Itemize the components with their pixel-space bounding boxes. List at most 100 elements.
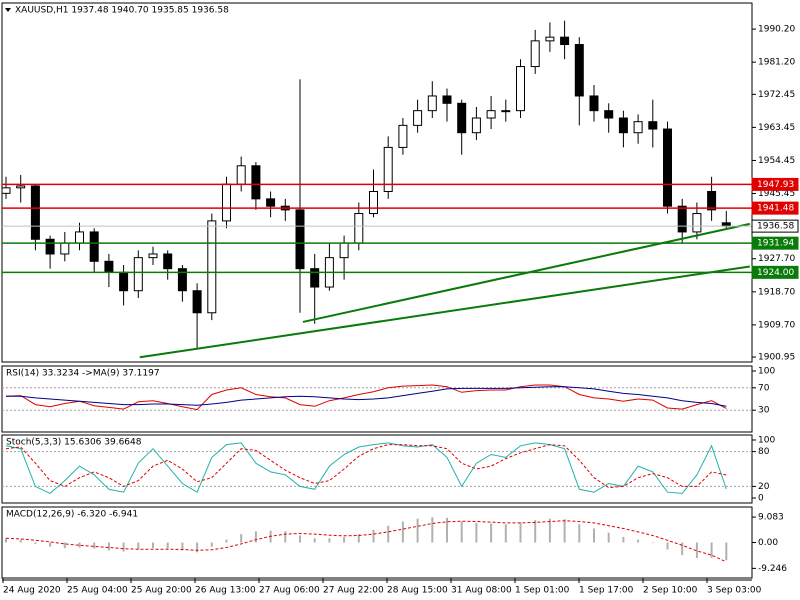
candle-body <box>310 268 320 288</box>
candle-body <box>457 102 467 134</box>
y-tick-label: 1981.20 <box>758 58 795 68</box>
histogram-bar <box>651 542 654 543</box>
panel <box>1 2 753 363</box>
candle-body <box>148 253 158 259</box>
candle-body <box>75 231 84 244</box>
y-tick-label: 80 <box>758 447 770 457</box>
y-tick-label: 1972.45 <box>758 90 795 100</box>
candle-body <box>266 198 276 207</box>
histogram-bar <box>475 522 478 543</box>
level-box <box>751 201 799 215</box>
histogram-bar <box>681 542 684 556</box>
y-tick-label: 0 <box>758 494 764 504</box>
y-tick-label: 1945.45 <box>758 189 795 199</box>
histogram-bar <box>695 542 698 558</box>
candle-body <box>177 268 187 292</box>
level-box <box>751 265 799 279</box>
histogram-bar <box>240 534 243 543</box>
y-tick-label: 100 <box>758 436 775 446</box>
candle-body <box>104 260 114 273</box>
x-tick-label: 28 Aug 15:00 <box>387 586 448 596</box>
histogram-bar <box>504 524 507 543</box>
candle-body <box>427 95 437 112</box>
candle-body <box>16 185 26 189</box>
candle-body <box>618 117 628 134</box>
histogram-bar <box>372 529 375 543</box>
histogram-bar <box>416 518 419 543</box>
histogram-bar <box>107 542 110 551</box>
candle-body <box>295 209 305 270</box>
histogram-bar <box>34 542 37 544</box>
histogram-bar <box>460 521 463 543</box>
x-tick-label: 27 Aug 06:00 <box>259 586 320 596</box>
panel <box>1 506 753 579</box>
histogram-bar <box>137 542 140 550</box>
chart-title: XAUUSD,H1 1937.48 1940.70 1935.85 1936.5… <box>15 6 229 16</box>
indicator-line <box>6 386 727 407</box>
level-label: 1931.94 <box>757 239 794 249</box>
histogram-bar <box>5 538 7 543</box>
histogram-bar <box>519 522 522 543</box>
y-tick-label: 20 <box>758 482 770 492</box>
x-tick-label: 24 Aug 2020 <box>3 586 61 596</box>
histogram-bar <box>401 521 404 543</box>
indicator-line <box>5 442 727 494</box>
y-tick-label: 30 <box>758 406 770 416</box>
histogram-bar <box>593 528 595 543</box>
histogram-bar <box>152 542 154 549</box>
candle-body <box>677 205 687 233</box>
histogram-bar <box>122 542 125 552</box>
histogram-bar <box>196 542 199 553</box>
histogram-bar <box>431 517 434 543</box>
histogram-bar <box>343 536 346 543</box>
y-tick-label: 1909.70 <box>758 320 795 330</box>
y-tick-label: 70 <box>758 383 770 393</box>
candle-body <box>516 66 525 112</box>
candle-body <box>398 124 408 148</box>
histogram-bar <box>49 542 52 547</box>
candle-body <box>207 220 217 314</box>
candle-body <box>707 191 717 211</box>
indicator-title: Stoch(5,3,3) 15.6306 39.6648 <box>6 438 142 448</box>
histogram-bar <box>607 532 610 543</box>
y-tick-label: 9.083 <box>758 513 784 523</box>
histogram-bar <box>19 539 22 543</box>
histogram-bar <box>666 542 669 550</box>
panel <box>1 434 753 504</box>
trend-line <box>139 265 750 359</box>
candle-body <box>663 128 672 207</box>
histogram-bar <box>710 542 713 558</box>
histogram-bar <box>357 534 360 543</box>
level-label: 1941.48 <box>757 204 794 214</box>
y-tick-label: 100 <box>758 367 775 377</box>
candle-body <box>251 165 261 200</box>
y-tick-label: 1918.70 <box>758 287 795 297</box>
candle-body <box>486 110 496 119</box>
candle-body <box>574 44 584 97</box>
x-tick-label: 1 Sep 01:00 <box>515 586 570 596</box>
histogram-bar <box>534 520 537 543</box>
candle-body <box>589 95 599 112</box>
indicator-line <box>5 444 727 489</box>
candle-body <box>442 95 452 104</box>
histogram-bar <box>313 538 316 543</box>
x-tick-label: 25 Aug 04:00 <box>67 586 128 596</box>
candle-body <box>354 213 364 244</box>
candle-body <box>471 117 481 134</box>
candle-body <box>383 146 393 193</box>
x-tick-label: 26 Aug 13:00 <box>195 586 256 596</box>
candle-body <box>60 242 70 255</box>
histogram-bar <box>548 518 551 543</box>
indicator-line <box>5 384 727 411</box>
x-tick-label: 31 Aug 08:00 <box>451 586 512 596</box>
y-tick-label: 1900.95 <box>758 353 795 363</box>
histogram-bar <box>446 517 448 543</box>
level-box <box>751 236 799 250</box>
y-tick-label: 1927.70 <box>758 254 795 264</box>
candle-body <box>604 110 614 119</box>
candle-body <box>89 231 99 262</box>
candle-body <box>648 121 658 130</box>
histogram-bar <box>181 542 184 551</box>
y-tick-label: 1963.45 <box>758 123 795 133</box>
